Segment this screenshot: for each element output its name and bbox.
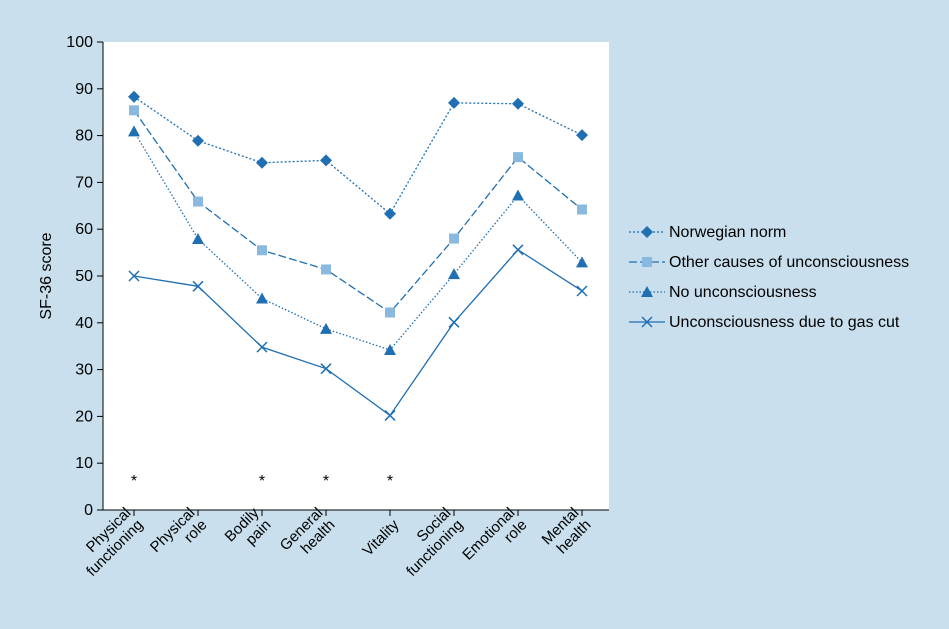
significance-asterisk: * <box>323 473 329 490</box>
data-point <box>128 125 140 137</box>
legend-swatch-marker <box>642 257 652 267</box>
data-point <box>129 105 139 116</box>
data-point <box>256 341 268 353</box>
legend-item: Other causes of unconsciousness <box>629 254 909 271</box>
x-tick-label: Vitality <box>359 516 402 559</box>
y-tick-label: 0 <box>84 502 93 519</box>
data-point <box>192 280 204 292</box>
legend-swatch-marker <box>641 316 653 328</box>
data-point <box>320 322 332 334</box>
y-tick-label: 50 <box>75 268 93 285</box>
data-point <box>577 204 587 215</box>
data-point <box>384 343 396 355</box>
legend-label: No unconsciousness <box>669 284 817 301</box>
data-point <box>448 268 460 280</box>
series-0 <box>128 90 588 220</box>
data-point <box>192 134 204 147</box>
y-tick-label: 40 <box>75 315 93 332</box>
data-point <box>384 409 396 421</box>
legend-label: Unconsciousness due to gas cut <box>669 314 900 331</box>
y-tick-label: 80 <box>75 128 93 145</box>
data-point <box>192 233 204 245</box>
data-point <box>448 316 460 328</box>
significance-markers: * * * * <box>131 473 393 490</box>
series-3 <box>128 244 588 421</box>
data-point <box>128 270 140 282</box>
legend-item: Unconsciousness due to gas cut <box>629 314 900 331</box>
plot-area <box>103 42 609 510</box>
legend-label: Norwegian norm <box>669 224 786 241</box>
series-line <box>133 96 583 215</box>
series-1 <box>129 105 587 318</box>
series-line <box>133 109 583 314</box>
data-point <box>384 207 396 220</box>
series-layer <box>128 90 588 421</box>
data-point <box>512 244 524 256</box>
data-point <box>576 256 588 268</box>
data-point <box>513 152 523 163</box>
significance-asterisk: * <box>259 473 265 490</box>
data-point <box>320 363 332 375</box>
data-point <box>385 307 395 318</box>
data-point <box>576 129 588 142</box>
series-2 <box>128 125 588 355</box>
series-line <box>133 248 583 417</box>
significance-asterisk: * <box>387 473 393 490</box>
data-point <box>256 156 268 169</box>
data-point <box>320 154 332 167</box>
data-point <box>256 292 268 304</box>
data-point <box>193 196 203 207</box>
legend: Norwegian norm Other causes of unconsciou… <box>629 224 909 331</box>
y-tick-label: 60 <box>75 221 93 238</box>
data-point <box>128 90 140 103</box>
legend-swatch-marker <box>641 286 653 297</box>
data-point <box>449 233 459 244</box>
data-point <box>257 245 267 256</box>
legend-item: Norwegian norm <box>629 224 786 241</box>
y-tick-label: 90 <box>75 81 93 98</box>
y-tick-label: 30 <box>75 362 93 379</box>
data-point <box>512 97 524 110</box>
y-tick-label: 20 <box>75 408 93 425</box>
y-axis-label: SF-36 score <box>38 232 55 319</box>
legend-label: Other causes of unconsciousness <box>669 254 909 271</box>
data-point <box>576 285 588 297</box>
x-tick-label-line: Vitality <box>359 516 402 559</box>
legend-swatch-marker <box>641 226 653 238</box>
data-point <box>448 96 460 109</box>
y-tick-label: 70 <box>75 174 93 191</box>
significance-asterisk: * <box>131 473 137 490</box>
data-point <box>512 189 524 201</box>
y-tick-label: 100 <box>66 34 93 51</box>
y-tick-label: 10 <box>75 455 93 472</box>
data-point <box>321 264 331 275</box>
legend-item: No unconsciousness <box>629 284 817 301</box>
